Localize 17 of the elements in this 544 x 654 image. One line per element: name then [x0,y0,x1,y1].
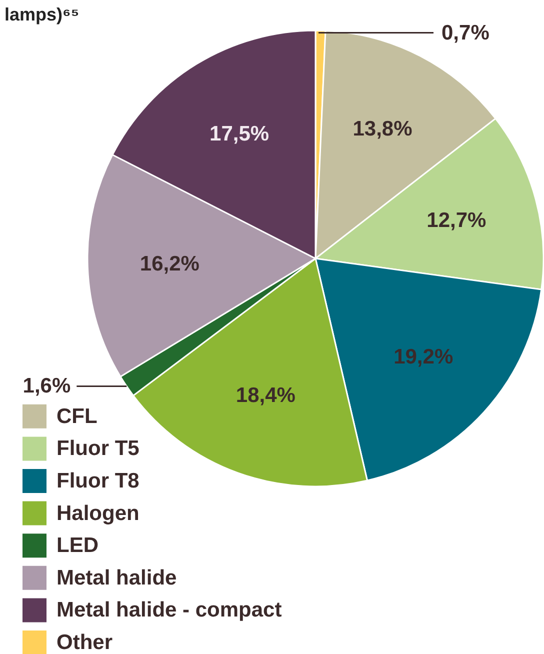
data-label: 16,2% [140,252,200,276]
legend-label: Fluor T5 [56,437,140,460]
data-label: 12,7% [426,209,487,232]
chart-title: lamps)⁶⁵ [4,4,80,24]
legend-label: Fluor T8 [56,470,140,492]
legend-label: Other [56,631,113,654]
data-label: 19,2% [394,345,454,368]
legend-label: Metal halide [56,566,177,590]
legend-label: Metal halide - compact [56,598,282,622]
data-label: 1,6% [22,374,71,398]
data-label: 0,7% [442,21,490,44]
legend-label: Halogen [56,502,140,525]
data-label: 17,5% [210,122,270,146]
legend-label: LED [56,534,98,558]
legend-label: CFL [56,404,98,428]
data-label: 13,8% [352,117,413,140]
data-label: 18,4% [236,384,296,408]
